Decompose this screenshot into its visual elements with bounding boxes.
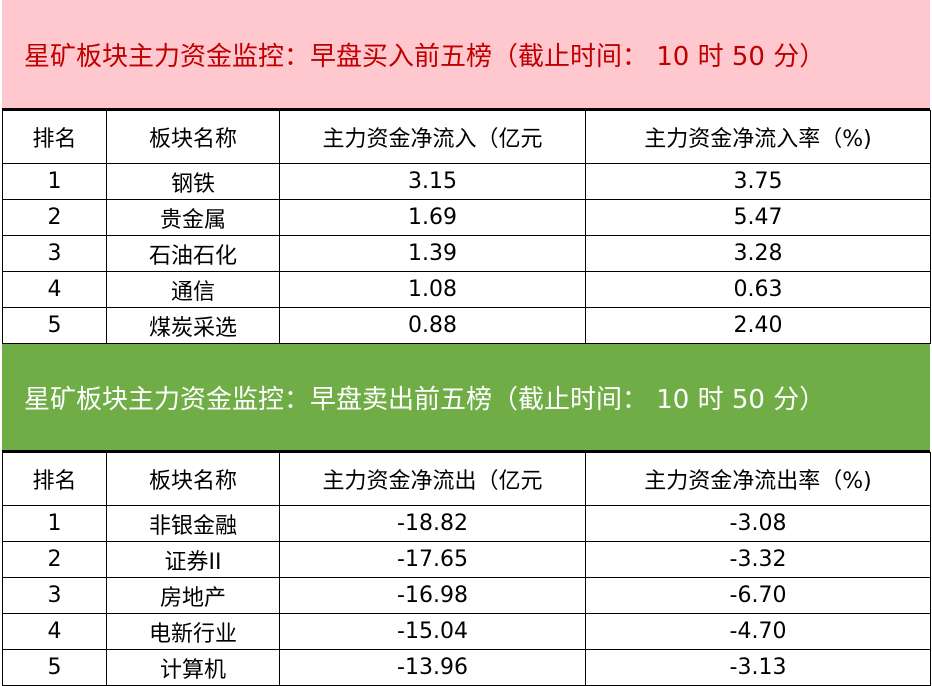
table-row: 3 石油石化 1.39 3.28	[2, 235, 931, 272]
table-row: 5 煤炭采选 0.88 2.40	[2, 307, 931, 344]
table-row: 1 非银金融 -18.82 -3.08	[2, 505, 931, 542]
cell-sector: 房地产	[106, 577, 280, 614]
cell-rank: 4	[2, 271, 107, 308]
cell-rank: 3	[2, 577, 107, 614]
buy-title: 星矿板块主力资金监控：早盘买入前五榜（截止时间： 10 时 50 分）	[24, 41, 826, 72]
cell-net-flow: -15.04	[279, 613, 586, 650]
table-row: 1 钢铁 3.15 3.75	[2, 163, 931, 200]
cell-sector: 通信	[106, 271, 280, 308]
sell-table: 排名 板块名称 主力资金净流出（亿元 主力资金净流出率（%) 1 非银金融 -18.82 -3…	[2, 452, 931, 686]
header-rank: 排名	[2, 110, 107, 164]
cell-rank: 1	[2, 163, 107, 200]
sell-title: 星矿板块主力资金监控：早盘卖出前五榜（截止时间： 10 时 50 分）	[24, 384, 826, 415]
cell-rank: 2	[2, 199, 107, 236]
cell-sector: 证券II	[106, 541, 280, 578]
cell-net-flow: -18.82	[279, 505, 586, 542]
sell-header-row: 排名 板块名称 主力资金净流出（亿元 主力资金净流出率（%)	[2, 452, 931, 506]
header-rank: 排名	[2, 452, 107, 506]
cell-net-flow: 1.39	[279, 235, 586, 272]
cell-rank: 1	[2, 505, 107, 542]
header-net-flow: 主力资金净流出（亿元	[279, 452, 586, 506]
table-row: 2 贵金属 1.69 5.47	[2, 199, 931, 236]
cell-net-flow: 3.15	[279, 163, 586, 200]
cell-net-flow: 1.08	[279, 271, 586, 308]
header-net-flow: 主力资金净流入（亿元	[279, 110, 586, 164]
cell-net-flow-rate: -3.32	[585, 541, 931, 578]
cell-sector: 计算机	[106, 649, 280, 686]
cell-sector: 电新行业	[106, 613, 280, 650]
cell-rank: 3	[2, 235, 107, 272]
header-sector: 板块名称	[106, 452, 280, 506]
cell-net-flow-rate: 3.28	[585, 235, 931, 272]
cell-net-flow: -17.65	[279, 541, 586, 578]
cell-net-flow: 0.88	[279, 307, 586, 344]
cell-net-flow-rate: 3.75	[585, 163, 931, 200]
cell-rank: 4	[2, 613, 107, 650]
buy-header-row: 排名 板块名称 主力资金净流入（亿元 主力资金净流入率（%)	[2, 110, 931, 164]
cell-net-flow-rate: -3.08	[585, 505, 931, 542]
table-row: 5 计算机 -13.96 -3.13	[2, 649, 931, 686]
cell-sector: 非银金融	[106, 505, 280, 542]
cell-rank: 5	[2, 307, 107, 344]
header-net-flow-rate: 主力资金净流出率（%)	[585, 452, 931, 506]
cell-net-flow: -13.96	[279, 649, 586, 686]
cell-net-flow-rate: 2.40	[585, 307, 931, 344]
header-net-flow-rate: 主力资金净流入率（%)	[585, 110, 931, 164]
cell-net-flow-rate: -3.13	[585, 649, 931, 686]
cell-rank: 5	[2, 649, 107, 686]
cell-net-flow: 1.69	[279, 199, 586, 236]
cell-net-flow-rate: -6.70	[585, 577, 931, 614]
cell-sector: 石油石化	[106, 235, 280, 272]
cell-net-flow: -16.98	[279, 577, 586, 614]
table-row: 2 证券II -17.65 -3.32	[2, 541, 931, 578]
cell-sector: 贵金属	[106, 199, 280, 236]
header-sector: 板块名称	[106, 110, 280, 164]
cell-sector: 煤炭采选	[106, 307, 280, 344]
cell-rank: 2	[2, 541, 107, 578]
table-row: 3 房地产 -16.98 -6.70	[2, 577, 931, 614]
table-row: 4 电新行业 -15.04 -4.70	[2, 613, 931, 650]
cell-net-flow-rate: -4.70	[585, 613, 931, 650]
sell-title-banner: 星矿板块主力资金监控：早盘卖出前五榜（截止时间： 10 时 50 分）	[2, 344, 930, 452]
table-row: 4 通信 1.08 0.63	[2, 271, 931, 308]
cell-net-flow-rate: 5.47	[585, 199, 931, 236]
cell-net-flow-rate: 0.63	[585, 271, 931, 308]
buy-title-banner: 星矿板块主力资金监控：早盘买入前五榜（截止时间： 10 时 50 分）	[2, 0, 930, 110]
buy-table: 排名 板块名称 主力资金净流入（亿元 主力资金净流入率（%) 1 钢铁 3.15 3.75 2 贵…	[2, 110, 931, 344]
cell-sector: 钢铁	[106, 163, 280, 200]
